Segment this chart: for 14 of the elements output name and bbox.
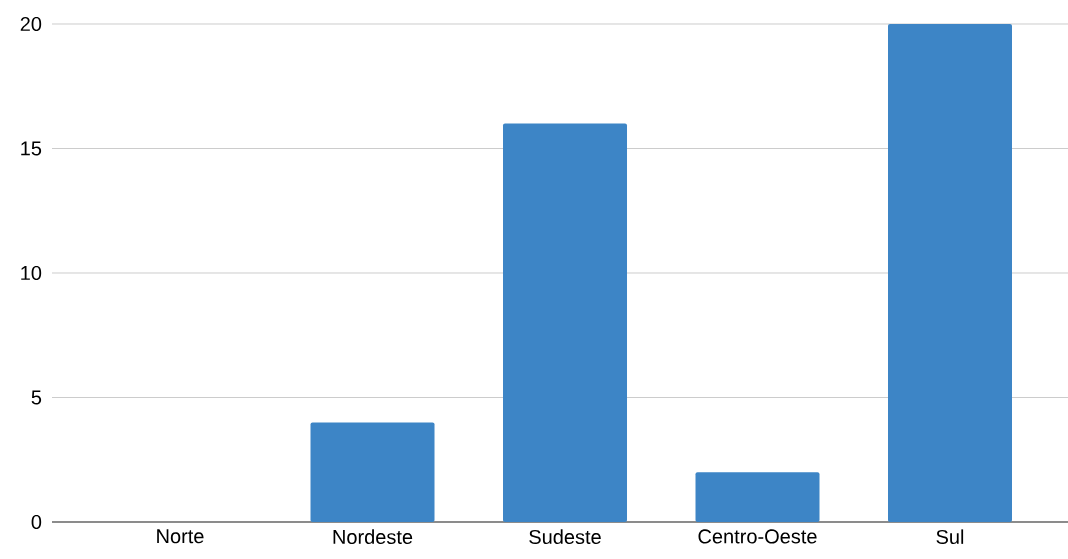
x-tick-label: Nordeste: [333, 529, 413, 545]
x-tick-label: Centro-Oeste: [698, 529, 817, 544]
bar: [503, 123, 628, 522]
y-tick-label: 5: [31, 390, 42, 405]
y-tick-label: 0: [31, 514, 42, 530]
y-tick-label: 10: [21, 265, 42, 281]
y-tick-label: 20: [20, 16, 42, 32]
bar: [888, 23, 1012, 522]
x-tick-label: Sul: [936, 529, 964, 545]
x-tick-label: Sudeste: [529, 529, 601, 545]
y-tick-label: 15: [21, 141, 42, 156]
bar: [695, 472, 820, 522]
x-tick-label: Norte: [157, 529, 204, 544]
bar: [310, 422, 435, 522]
